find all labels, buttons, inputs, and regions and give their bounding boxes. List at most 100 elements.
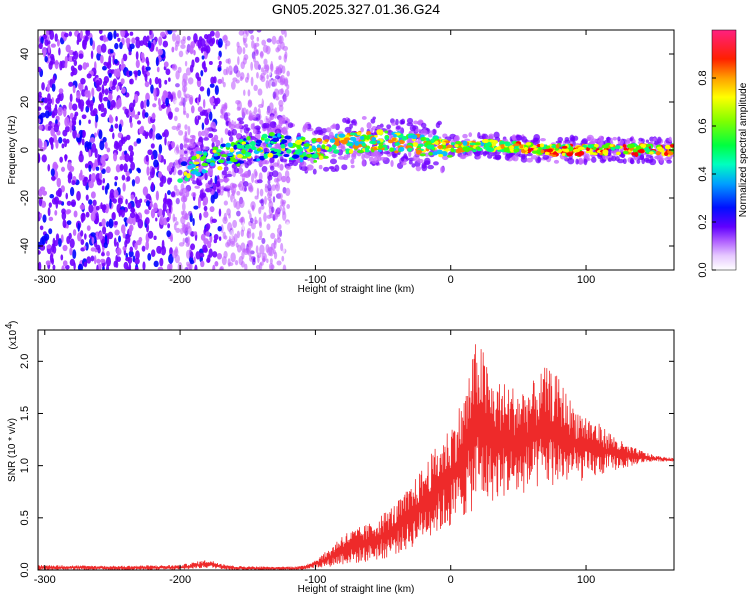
spectrogram-cell [276,207,280,213]
spectrogram-cell [90,50,94,60]
spectrogram-cell [248,247,252,258]
spectrogram-cell [62,260,68,267]
spectrogram-cell [122,182,126,192]
spectrogram-cell [180,39,186,45]
spectrogram-cell [204,117,210,126]
spectrogram-cell [55,233,60,242]
spectrogram-cell [536,149,541,155]
spectrogram-cell [258,206,262,215]
spectrogram-cell [454,135,460,142]
spectrogram-cell [598,135,604,141]
spectrogram-cell [104,141,108,149]
spectrogram-cell [287,142,294,148]
spectrogram-cell [81,114,87,120]
spectrogram-cell [85,194,89,201]
spectrogram-cell [135,39,141,49]
spectrogram-cell [120,78,125,85]
spectrogram-cell [167,223,171,229]
spectrogram-cell [61,143,65,149]
spectrogram-cell [281,139,288,144]
spectrogram-cell [258,230,263,238]
spectrogram-cell [269,213,274,219]
spectrogram-cell [71,123,75,131]
spectrogram-cell [361,153,365,161]
spectrogram-cell [91,87,95,98]
y-tick-label: 1.5 [19,406,31,421]
spectrogram-cell [278,224,282,230]
spectrogram-cell [108,72,112,78]
spectrogram-cell [69,124,73,133]
spectrogram-cell [234,260,239,266]
spectrogram-cell [120,224,126,234]
spectrogram-cell [142,35,148,46]
spectrogram-cell [99,140,105,151]
spectrogram-cell [198,93,201,103]
spectrogram-cell [668,151,674,156]
spectrogram-cell [246,109,249,115]
spectrogram-cell [60,60,66,69]
spectrogram-cell [312,168,317,175]
spectrogram-cell [415,157,421,162]
spectrogram-cell [135,36,140,41]
spectrogram-cell [243,36,246,46]
spectrogram-cell [128,51,132,56]
spectrogram-cell [131,37,136,44]
y-tick-label: 40 [19,48,31,60]
spectrogram-cell [499,140,506,146]
spectrogram-cell [277,192,283,200]
spectrogram-cell [415,128,421,133]
spectrogram-cell [143,99,147,109]
spectrogram-cell [106,182,110,190]
spectrogram-cell [601,144,609,149]
spectrogram-cell [128,102,135,112]
spectrogram-cell [209,83,215,88]
spectrogram-cell [72,67,78,76]
spectrogram-cell [62,244,68,252]
spectrogram-cell [602,149,609,155]
spectrogram-cell [150,84,154,94]
spectrogram-cell [218,60,222,66]
spectrogram-cell [279,75,283,83]
spectrogram-cell [424,152,430,157]
spectrogram-cell [129,79,132,85]
spectrogram-cell [415,165,422,172]
spectrogram-cell [513,143,520,147]
spectrogram-cell [58,88,64,94]
spectrogram-cell [583,158,588,166]
spectrogram-cell [49,194,55,199]
spectrogram-cell [163,61,169,68]
spectrogram-cell [333,149,340,154]
spectrogram-cell [520,156,528,163]
spectrogram-cell [119,163,124,171]
spectrogram-cell [356,131,362,136]
spectrogram-cell [98,92,103,102]
spectrogram-cell [286,30,290,40]
spectrogram-cell [72,128,77,139]
spectrogram-cell [42,214,47,223]
spectrogram-cell [335,123,340,131]
spectrogram-cell [236,190,241,196]
spectrogram-cell [178,50,184,58]
spectrogram-cell [91,237,95,245]
spectrogram-cell [324,146,330,151]
spectrogram-cell [74,111,79,117]
spectrogram-cell [226,208,231,216]
spectrogram-cell [256,148,262,152]
spectrogram-cell [412,155,417,162]
spectrogram-cell [168,202,172,212]
spectrogram-cell [263,212,267,222]
spectrogram-cell [69,258,76,267]
spectrogram-cell [437,145,443,149]
spectrogram-cell [66,200,72,206]
spectrogram-cell [184,213,189,221]
spectrogram-cell [261,133,268,139]
spectrogram-cell [186,249,191,259]
spectrogram-cell [270,264,275,270]
spectrogram-cell [185,224,189,232]
spectrogram-cell [254,171,258,177]
spectrogram-cell [261,237,266,244]
spectrogram-cell [72,229,77,237]
spectrogram-cell [217,78,223,84]
spectrogram-cell [121,174,126,181]
